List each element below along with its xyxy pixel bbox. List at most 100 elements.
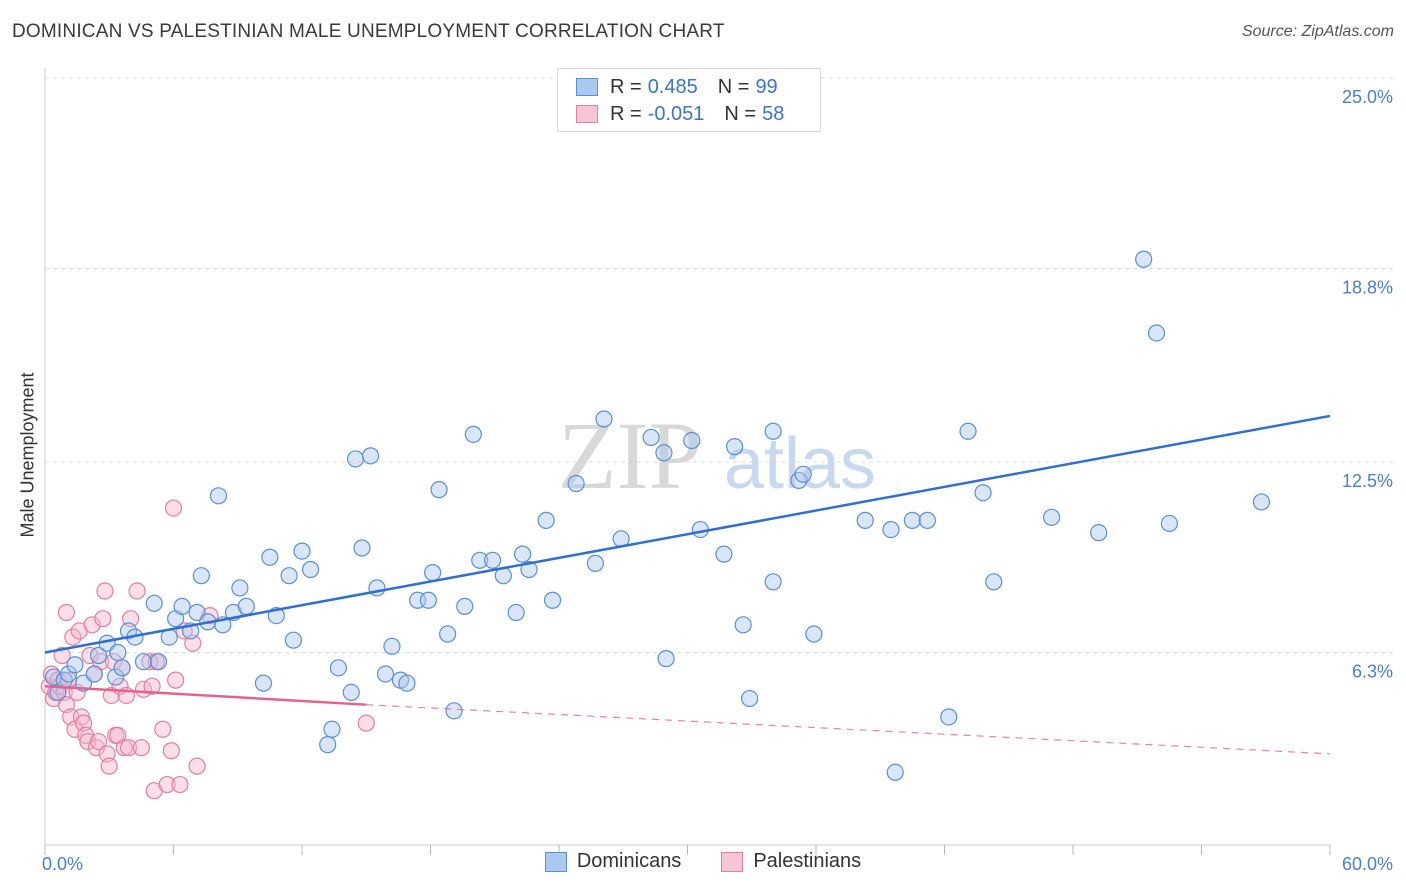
palestinian-point	[143, 677, 161, 695]
dominican-point	[805, 625, 823, 643]
dominican-point	[254, 674, 273, 692]
legend-row-palestinians: R = -0.051 N = 58	[576, 101, 804, 127]
dominican-point	[918, 511, 936, 529]
dominican-point	[567, 474, 585, 493]
dominican-point	[464, 425, 482, 443]
trendlines	[44, 414, 1331, 755]
series-legend: Dominicans Palestinians	[0, 850, 1406, 873]
dominican-point	[109, 643, 127, 662]
y-tick-label: 6.3%	[1352, 661, 1393, 681]
dominican-point	[398, 674, 416, 692]
palestinian-point	[162, 742, 180, 760]
dominican-point	[764, 422, 782, 440]
dominican-point	[959, 422, 977, 440]
dominican-point	[439, 625, 457, 643]
palestinian-point	[357, 714, 375, 732]
dominican-point	[319, 736, 337, 754]
palestinian-point	[89, 732, 108, 751]
palestinian-point	[188, 757, 206, 775]
dominican-point	[985, 573, 1003, 591]
palestinian-point	[96, 582, 114, 600]
dominican-point	[657, 650, 675, 668]
dominican-point	[1252, 493, 1271, 511]
legend-r-label: R =	[610, 75, 642, 98]
dominican-point	[173, 597, 191, 615]
y-tick-label: 12.5%	[1342, 471, 1393, 491]
dominican-point	[726, 438, 744, 456]
x-tick-label: 0.0%	[42, 854, 83, 874]
dominican-point	[107, 668, 125, 686]
dominican-point	[456, 597, 474, 615]
legend-n-label: N =	[724, 102, 757, 125]
dominican-point	[113, 659, 131, 677]
dominican-point	[192, 567, 210, 585]
palestinian-point	[164, 499, 183, 517]
palestinians-trendline-extension	[366, 704, 1331, 755]
dominican-point	[1090, 524, 1108, 542]
dominican-point	[1160, 514, 1178, 533]
legend-item-dominicans[interactable]: Dominicans	[544, 850, 682, 873]
palestinian-point	[83, 616, 101, 634]
dominican-point	[520, 560, 538, 579]
legend-item-palestinians[interactable]: Palestinians	[721, 850, 861, 873]
palestinian-point	[167, 671, 185, 689]
chart-title: DOMINICAN VS PALESTINIAN MALE UNEMPLOYME…	[12, 21, 725, 42]
palestinian-point	[154, 720, 172, 738]
dominican-point	[595, 410, 613, 428]
dominican-point	[237, 597, 255, 615]
palestinian-point	[64, 628, 82, 646]
source-label: Source: ZipAtlas.com	[1241, 23, 1394, 40]
legend-n-label: N =	[717, 75, 750, 98]
dominicans-points	[44, 69, 1271, 781]
legend-swatch-pink	[576, 105, 598, 123]
dominican-point	[1042, 508, 1061, 526]
dominican-point	[586, 554, 605, 572]
dominican-point	[261, 548, 279, 566]
palestinians-label: Palestinians	[753, 850, 862, 872]
dominican-point	[1147, 324, 1166, 342]
palestinian-point	[132, 739, 150, 757]
dominican-point	[376, 665, 395, 683]
dominican-point	[134, 653, 153, 671]
dominican-point	[85, 665, 103, 683]
gridlines	[45, 77, 1395, 653]
dominican-point	[882, 520, 900, 539]
dominican-point	[484, 551, 502, 569]
palestinian-point	[119, 739, 138, 757]
palestinian-point	[171, 775, 189, 794]
dominican-point	[323, 720, 341, 738]
dominican-point	[430, 481, 448, 499]
y-tick-label: 18.8%	[1342, 277, 1393, 297]
dominican-point	[280, 567, 298, 585]
dominican-point	[683, 431, 701, 450]
palestinian-point	[53, 646, 71, 665]
dominican-point	[59, 665, 78, 683]
dominican-point	[89, 646, 108, 665]
palestinian-point	[100, 757, 118, 775]
palestinian-point	[158, 775, 176, 794]
dominican-point	[209, 487, 228, 505]
dominican-point	[507, 603, 525, 622]
dominican-point	[231, 579, 249, 597]
dominican-point	[513, 545, 532, 563]
dominican-point	[764, 573, 782, 591]
dominican-point	[445, 702, 463, 720]
y-tick-label: 25.0%	[1342, 87, 1393, 107]
tick-labels: 6.3% 12.5% 18.8% 25.0% 0.0% 60.0%	[42, 87, 1393, 874]
legend-r-value: -0.051	[647, 102, 705, 125]
legend-row-dominicans: R = 0.485 N = 99	[576, 74, 798, 100]
dominican-point	[655, 444, 673, 462]
dominican-point	[886, 763, 904, 781]
dominicans-label: Dominicans	[576, 850, 682, 872]
legend-r-label: R =	[610, 102, 642, 125]
palestinians-points	[40, 499, 375, 800]
dominican-point	[903, 511, 921, 529]
dominican-point	[419, 591, 437, 609]
dominican-point	[940, 708, 958, 726]
dominican-point	[353, 539, 371, 557]
dominican-point	[424, 563, 442, 582]
dominican-point	[342, 683, 360, 702]
dominicans-swatch	[544, 851, 567, 872]
dominican-point	[346, 450, 365, 468]
